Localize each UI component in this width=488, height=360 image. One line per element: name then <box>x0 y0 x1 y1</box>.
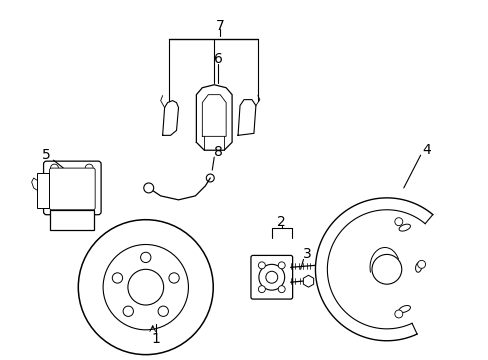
Text: 3: 3 <box>303 247 311 261</box>
Text: 2: 2 <box>277 215 285 229</box>
Circle shape <box>112 273 122 283</box>
Text: 4: 4 <box>421 143 430 157</box>
Circle shape <box>394 310 402 318</box>
Text: 1: 1 <box>151 332 160 346</box>
Circle shape <box>258 286 265 293</box>
Circle shape <box>64 187 74 197</box>
Circle shape <box>141 252 151 262</box>
Circle shape <box>143 183 153 193</box>
Circle shape <box>158 306 168 316</box>
Polygon shape <box>303 275 313 287</box>
FancyBboxPatch shape <box>250 255 292 299</box>
Text: 7: 7 <box>215 19 224 33</box>
Bar <box>49 210 94 230</box>
FancyBboxPatch shape <box>49 168 95 210</box>
Circle shape <box>417 260 425 268</box>
Circle shape <box>258 262 265 269</box>
Bar <box>37 173 48 208</box>
Circle shape <box>258 264 284 290</box>
Circle shape <box>128 269 163 305</box>
Circle shape <box>265 271 277 283</box>
Circle shape <box>394 218 402 226</box>
FancyBboxPatch shape <box>43 161 101 215</box>
Circle shape <box>50 164 59 172</box>
Circle shape <box>278 262 285 269</box>
Circle shape <box>206 174 214 182</box>
Circle shape <box>103 244 188 330</box>
Text: 8: 8 <box>213 145 222 159</box>
Circle shape <box>78 220 213 355</box>
Text: 6: 6 <box>213 52 222 66</box>
Circle shape <box>85 164 93 172</box>
Circle shape <box>371 255 401 284</box>
Circle shape <box>60 182 79 202</box>
Circle shape <box>278 286 285 293</box>
Text: 5: 5 <box>42 148 51 162</box>
Circle shape <box>123 306 133 316</box>
Circle shape <box>168 273 179 283</box>
